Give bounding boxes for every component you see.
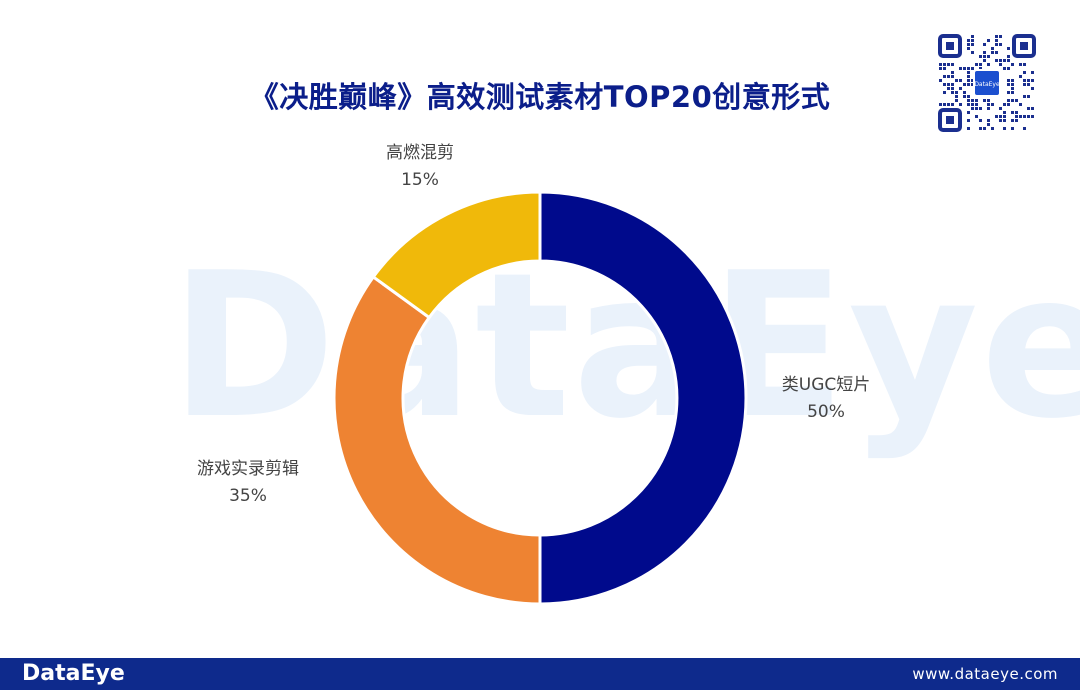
slice-percent-label: 50% [807,402,845,422]
slice-category-label: 类UGC短片 [782,375,871,395]
slice-percent-label: 35% [229,486,267,506]
qr-code-icon: DataEye [938,34,1036,132]
donut-slice-2 [332,274,542,606]
slice-category-label: 游戏实录剪辑 [197,459,299,479]
footer-bar: DataEye www.dataeye.com [0,658,1080,690]
footer-logo: DataEye [22,661,125,686]
slice-category-label: 高燃混剪 [386,143,454,163]
donut-slice-3 [371,190,542,320]
chart-title: 《决胜巅峰》高效测试素材TOP20创意形式 [249,80,831,114]
footer-url[interactable]: www.dataeye.com [912,665,1058,683]
qr-badge-text: DataEye [974,81,1000,88]
slice-percent-label: 15% [401,170,439,190]
donut-slice-1 [538,190,748,606]
